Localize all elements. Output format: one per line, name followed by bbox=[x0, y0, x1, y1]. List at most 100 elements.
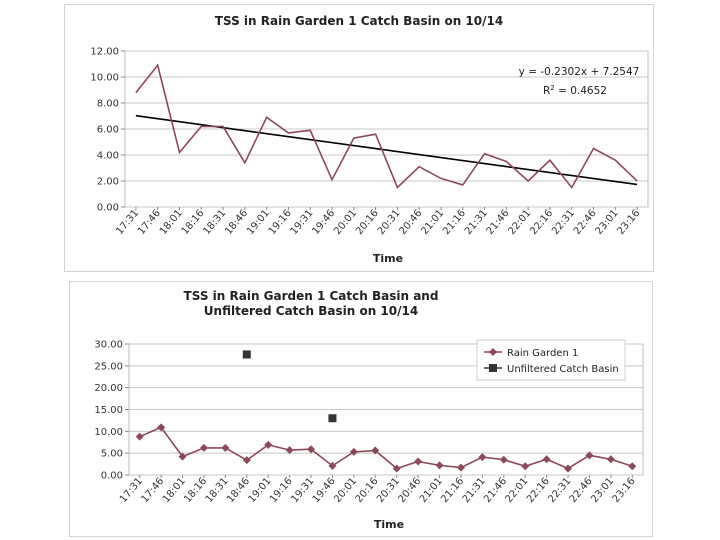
x-axis-label: Time bbox=[374, 518, 404, 531]
x-tick-label: 18:16 bbox=[180, 208, 207, 237]
y-tick-label: 15.00 bbox=[94, 405, 123, 416]
legend-marker-unfiltered bbox=[489, 364, 497, 372]
x-tick-label: 19:01 bbox=[245, 208, 272, 237]
x-tick-label: 20:16 bbox=[354, 476, 381, 505]
y-tick-label: 12.00 bbox=[90, 47, 119, 58]
x-tick-label: 20:01 bbox=[332, 476, 359, 505]
y-tick-label: 8.00 bbox=[97, 99, 119, 110]
x-tick-label: 23:16 bbox=[611, 476, 638, 505]
legend-marker-rain-garden bbox=[489, 348, 497, 356]
data-point bbox=[628, 462, 637, 471]
grid bbox=[125, 343, 644, 478]
data-point bbox=[392, 464, 401, 473]
data-point bbox=[435, 461, 444, 470]
data-point bbox=[242, 456, 251, 465]
y-tick-label: 20.00 bbox=[94, 383, 123, 394]
x-tick-label: 22:16 bbox=[525, 476, 552, 505]
data-point bbox=[135, 432, 144, 441]
y-tick-label: 0.00 bbox=[101, 471, 123, 482]
data-point bbox=[221, 443, 230, 452]
x-tick-label: 20:46 bbox=[396, 476, 423, 505]
x-tick-label: 19:46 bbox=[310, 208, 337, 237]
x-tick-label: 19:01 bbox=[247, 476, 274, 505]
x-tick-label: 20:46 bbox=[398, 208, 425, 237]
data-point bbox=[178, 452, 187, 461]
chart-title-line-1: TSS in Rain Garden 1 Catch Basin and bbox=[184, 289, 439, 303]
data-point bbox=[499, 455, 508, 464]
x-tick-label: 20:31 bbox=[375, 476, 402, 505]
x-tick-labels: 17:3117:4618:0118:1618:3118:4619:0119:16… bbox=[118, 476, 638, 505]
x-tick-label: 18:16 bbox=[182, 476, 209, 505]
data-point-square bbox=[328, 414, 337, 423]
x-tick-label: 18:31 bbox=[201, 208, 228, 237]
chart-tss-rain-garden: TSS in Rain Garden 1 Catch Basin on 10/1… bbox=[90, 14, 649, 265]
x-tick-label: 21:31 bbox=[463, 208, 490, 237]
data-point bbox=[564, 464, 573, 473]
x-tick-label: 22:46 bbox=[568, 476, 595, 505]
x-tick-label: 22:31 bbox=[546, 476, 573, 505]
r-squared-label: R2 = 0.4652 bbox=[543, 84, 607, 97]
data-point bbox=[157, 423, 166, 432]
data-point bbox=[606, 455, 615, 464]
x-tick-label: 17:46 bbox=[139, 476, 166, 505]
x-tick-label: 22:01 bbox=[504, 476, 531, 505]
series-group bbox=[135, 350, 637, 473]
data-point bbox=[478, 453, 487, 462]
x-tick-label: 18:01 bbox=[158, 208, 185, 237]
y-tick-label: 25.00 bbox=[94, 361, 123, 372]
x-axis-label: Time bbox=[373, 252, 403, 265]
r-squared-value: = 0.4652 bbox=[555, 85, 607, 97]
x-tick-label: 18:46 bbox=[225, 476, 252, 505]
chart-title-line-2: Unfiltered Catch Basin on 10/14 bbox=[204, 304, 418, 318]
x-tick-labels: 17:3117:4618:0118:1618:3118:4619:0119:16… bbox=[114, 208, 642, 237]
x-tick-label: 19:16 bbox=[268, 476, 295, 505]
data-point bbox=[414, 457, 423, 466]
x-tick-label: 20:16 bbox=[354, 208, 381, 237]
y-tick-labels: 0.00 2.00 4.00 6.00 8.00 10.00 12.00 bbox=[90, 47, 119, 214]
series-group bbox=[135, 63, 638, 189]
data-point bbox=[328, 461, 337, 470]
data-point bbox=[456, 463, 465, 472]
data-point bbox=[371, 446, 380, 455]
x-tick-label: 22:01 bbox=[506, 208, 533, 237]
x-tick-label: 21:16 bbox=[439, 476, 466, 505]
x-tick-label: 22:16 bbox=[528, 208, 555, 237]
grid bbox=[121, 50, 649, 210]
chart-panel-tss-comparison: TSS in Rain Garden 1 Catch Basin and Unf… bbox=[69, 281, 653, 537]
x-tick-label: 19:16 bbox=[267, 208, 294, 237]
legend-box bbox=[476, 339, 626, 381]
x-tick-label: 23:01 bbox=[594, 208, 621, 237]
data-point bbox=[264, 440, 273, 449]
x-tick-label: 21:01 bbox=[419, 208, 446, 237]
x-tick-label: 21:31 bbox=[461, 476, 488, 505]
x-tick-label: 19:31 bbox=[289, 476, 316, 505]
data-point bbox=[199, 443, 208, 452]
x-tick-label: 18:46 bbox=[223, 208, 250, 237]
x-tick-label: 17:46 bbox=[136, 208, 163, 237]
series-line bbox=[135, 63, 638, 189]
x-tick-label: 23:01 bbox=[589, 476, 616, 505]
x-tick-label: 22:46 bbox=[572, 208, 599, 237]
y-tick-label: 0.00 bbox=[97, 203, 119, 214]
x-tick-label: 20:01 bbox=[332, 208, 359, 237]
legend: Rain Garden 1 Unfiltered Catch Basin bbox=[476, 339, 626, 381]
x-tick-label: 21:01 bbox=[418, 476, 445, 505]
data-point bbox=[521, 462, 530, 471]
y-tick-label: 2.00 bbox=[97, 177, 119, 188]
series-line bbox=[139, 426, 633, 470]
y-tick-label: 10.00 bbox=[90, 73, 119, 84]
y-tick-labels: 0.00 5.00 10.00 15.00 20.00 25.00 30.00 bbox=[94, 340, 123, 482]
x-tick-label: 23:16 bbox=[615, 208, 642, 237]
chart-title: TSS in Rain Garden 1 Catch Basin on 10/1… bbox=[215, 14, 503, 28]
y-tick-label: 30.00 bbox=[94, 340, 123, 351]
y-tick-label: 10.00 bbox=[94, 427, 123, 438]
x-tick-label: 19:46 bbox=[311, 476, 338, 505]
data-point bbox=[542, 455, 551, 464]
y-tick-label: 4.00 bbox=[97, 151, 119, 162]
r-squared-base: R bbox=[543, 85, 550, 97]
chart-tss-comparison: TSS in Rain Garden 1 Catch Basin and Unf… bbox=[94, 289, 644, 531]
data-point bbox=[585, 451, 594, 460]
y-tick-label: 5.00 bbox=[101, 449, 123, 460]
x-tick-label: 18:01 bbox=[161, 476, 188, 505]
x-tick-label: 22:31 bbox=[550, 208, 577, 237]
